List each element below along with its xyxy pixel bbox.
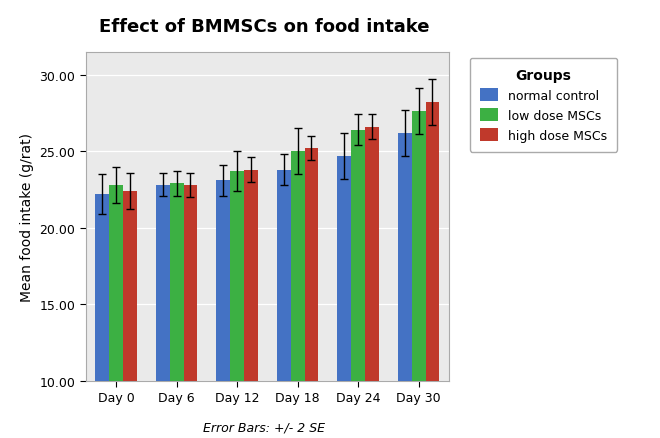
Bar [216, 181, 230, 438]
Bar [337, 156, 351, 438]
Bar [365, 127, 379, 438]
Bar [244, 170, 258, 438]
Bar [156, 185, 170, 438]
Legend: normal control, low dose MSCs, high dose MSCs: normal control, low dose MSCs, high dose… [469, 59, 618, 152]
Bar [183, 185, 197, 438]
Bar [304, 149, 318, 438]
Bar [95, 194, 109, 438]
Bar [351, 131, 365, 438]
Bar [230, 172, 244, 438]
Bar [398, 134, 412, 438]
Bar [277, 170, 290, 438]
Bar [290, 152, 304, 438]
Bar [123, 191, 137, 438]
Bar [170, 184, 183, 438]
Y-axis label: Mean food intake (g/rat): Mean food intake (g/rat) [20, 133, 34, 301]
Bar [412, 112, 426, 438]
Bar [426, 103, 440, 438]
Text: Error Bars: +/- 2 SE: Error Bars: +/- 2 SE [203, 420, 325, 434]
Text: Effect of BMMSCs on food intake: Effect of BMMSCs on food intake [99, 18, 429, 35]
Bar [109, 185, 123, 438]
